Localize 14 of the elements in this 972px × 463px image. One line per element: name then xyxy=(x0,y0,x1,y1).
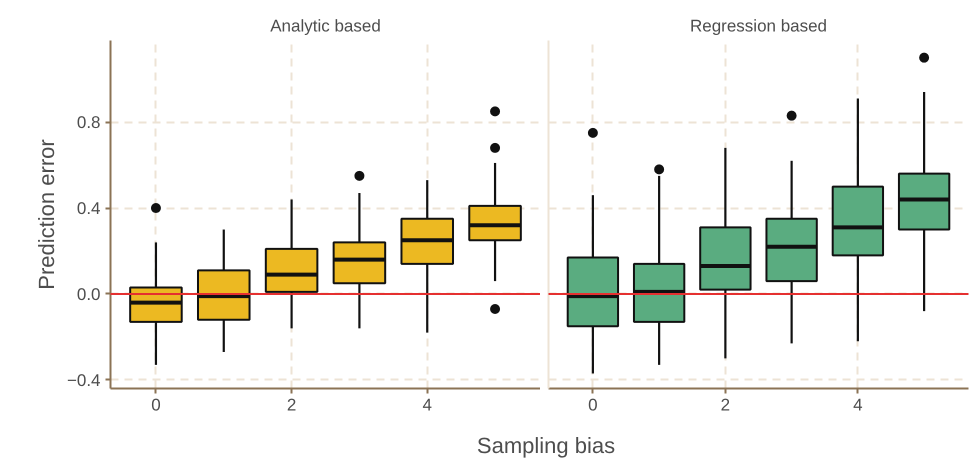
x-tick-label: 2 xyxy=(286,396,296,414)
y-tick-label: 0.8 xyxy=(76,113,101,132)
x-tick-label: 0 xyxy=(588,396,598,414)
y-axis-title: Prediction error xyxy=(34,139,59,290)
chart-title: Regression based xyxy=(690,16,828,36)
y-tick-label: 0.4 xyxy=(76,199,101,218)
x-tick-label: 4 xyxy=(422,396,432,414)
x-tick-label: 2 xyxy=(720,396,730,414)
x-axis-title: Sampling bias xyxy=(476,432,616,460)
x-tick-label: 4 xyxy=(853,396,863,414)
chart-title: Analytic based xyxy=(270,16,381,36)
x-tick-label: 0 xyxy=(151,396,161,414)
y-tick-label: −0.4 xyxy=(66,370,100,390)
y-tick-label: 0.0 xyxy=(76,284,101,304)
